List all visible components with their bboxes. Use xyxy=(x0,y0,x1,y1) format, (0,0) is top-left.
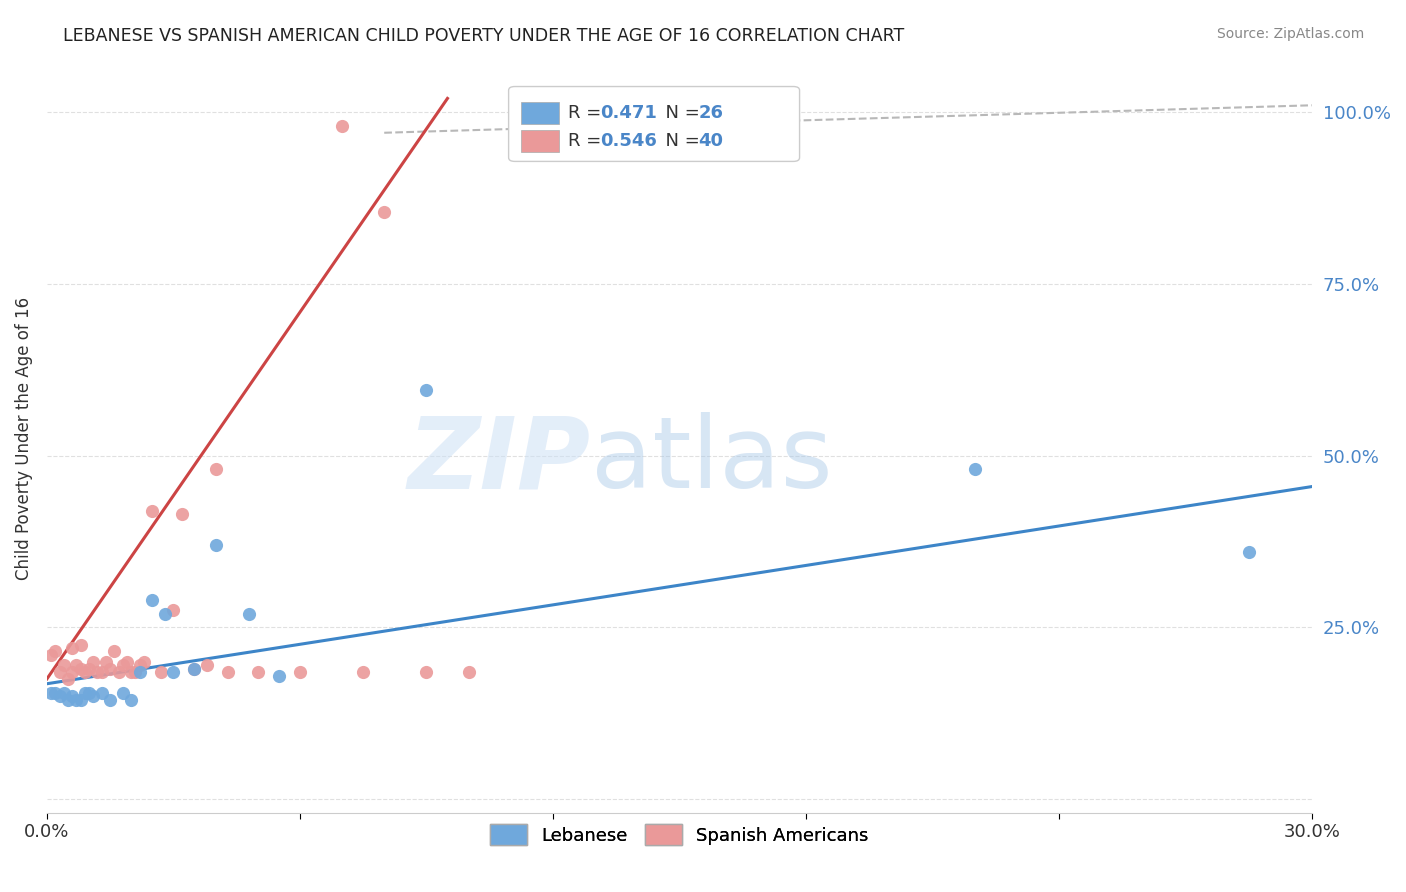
Point xyxy=(162,665,184,679)
Y-axis label: Child Poverty Under the Age of 16: Child Poverty Under the Age of 16 xyxy=(15,297,32,580)
Point xyxy=(65,692,87,706)
Point xyxy=(115,655,138,669)
Point xyxy=(82,655,104,669)
Text: 26: 26 xyxy=(699,103,723,121)
Legend: Lebanese, Spanish Americans: Lebanese, Spanish Americans xyxy=(484,817,876,853)
Point xyxy=(107,665,129,679)
Text: N =: N = xyxy=(654,103,706,121)
Point xyxy=(48,665,70,679)
Point xyxy=(111,658,134,673)
Point xyxy=(77,686,100,700)
Point xyxy=(48,689,70,703)
Point xyxy=(73,686,96,700)
Text: Source: ZipAtlas.com: Source: ZipAtlas.com xyxy=(1216,27,1364,41)
Point xyxy=(39,686,62,700)
Point xyxy=(204,462,226,476)
Point xyxy=(69,692,91,706)
Point xyxy=(65,658,87,673)
Point xyxy=(90,686,112,700)
FancyBboxPatch shape xyxy=(522,102,560,124)
Point xyxy=(82,689,104,703)
Text: 40: 40 xyxy=(699,132,723,150)
Point xyxy=(60,665,83,679)
Point xyxy=(69,638,91,652)
Point xyxy=(457,665,479,679)
Point xyxy=(52,658,75,673)
Text: R =: R = xyxy=(568,103,607,121)
Point xyxy=(267,668,290,682)
FancyBboxPatch shape xyxy=(522,130,560,153)
Point xyxy=(183,662,205,676)
Text: R =: R = xyxy=(568,132,607,150)
Text: N =: N = xyxy=(654,132,706,150)
Point xyxy=(195,658,218,673)
Point xyxy=(52,686,75,700)
Point xyxy=(120,692,142,706)
Point xyxy=(103,644,125,658)
Point xyxy=(1237,545,1260,559)
Point xyxy=(141,593,163,607)
Point xyxy=(128,658,150,673)
Point xyxy=(98,662,121,676)
Point xyxy=(204,538,226,552)
Point xyxy=(86,665,108,679)
Point xyxy=(128,665,150,679)
Point xyxy=(415,384,437,398)
Text: 0.471: 0.471 xyxy=(600,103,657,121)
Point xyxy=(246,665,269,679)
Point xyxy=(170,507,193,521)
Point xyxy=(60,640,83,655)
Point xyxy=(77,662,100,676)
Point xyxy=(183,662,205,676)
Point xyxy=(124,665,146,679)
Point xyxy=(98,692,121,706)
Point xyxy=(162,603,184,617)
Point xyxy=(56,692,79,706)
Point xyxy=(73,665,96,679)
Point xyxy=(415,665,437,679)
Point xyxy=(141,503,163,517)
Point xyxy=(963,462,986,476)
Text: ZIP: ZIP xyxy=(408,412,591,509)
Point xyxy=(373,204,395,219)
Point xyxy=(44,686,66,700)
Point xyxy=(330,119,353,133)
Point xyxy=(352,665,374,679)
Point xyxy=(120,665,142,679)
Point xyxy=(217,665,239,679)
Text: 0.546: 0.546 xyxy=(600,132,657,150)
Point xyxy=(149,665,172,679)
Point xyxy=(238,607,260,621)
Point xyxy=(69,662,91,676)
Point xyxy=(90,665,112,679)
Point xyxy=(44,644,66,658)
Point xyxy=(60,689,83,703)
Point xyxy=(94,655,117,669)
Point xyxy=(153,607,176,621)
FancyBboxPatch shape xyxy=(509,87,800,161)
Point xyxy=(56,672,79,686)
Point xyxy=(288,665,311,679)
Point xyxy=(39,648,62,662)
Text: LEBANESE VS SPANISH AMERICAN CHILD POVERTY UNDER THE AGE OF 16 CORRELATION CHART: LEBANESE VS SPANISH AMERICAN CHILD POVER… xyxy=(63,27,904,45)
Point xyxy=(132,655,155,669)
Point xyxy=(111,686,134,700)
Text: atlas: atlas xyxy=(591,412,832,509)
